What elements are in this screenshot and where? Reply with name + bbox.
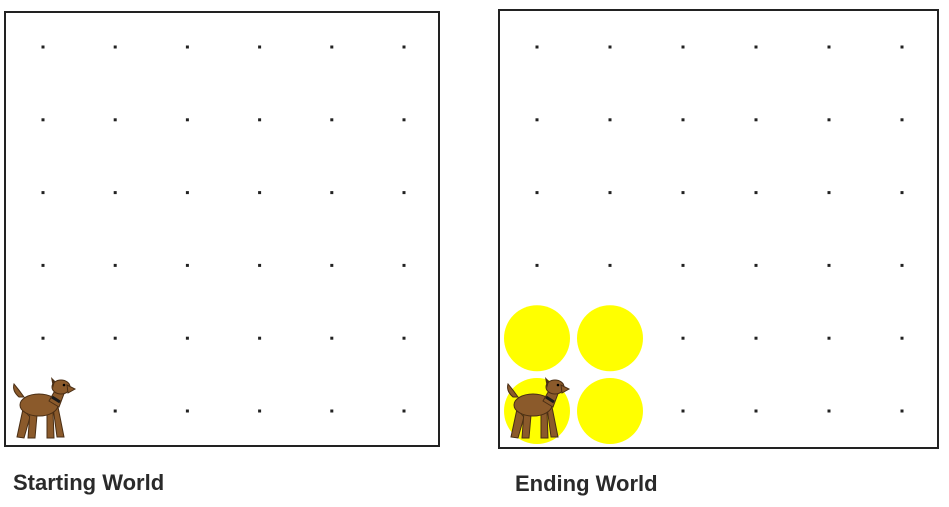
starting-world-canvas	[13, 45, 406, 439]
grid-dot	[402, 336, 406, 340]
grid-dot	[681, 118, 685, 122]
grid-dot	[681, 409, 685, 413]
grid-dot	[113, 336, 117, 340]
grid-dot	[258, 336, 262, 340]
grid-dot	[113, 191, 117, 195]
grid-dot	[402, 263, 406, 267]
grid-dot	[535, 263, 539, 267]
dog-icon	[13, 377, 77, 439]
ball-icon	[577, 378, 643, 444]
grid-dot	[402, 409, 406, 413]
grid-dot	[113, 263, 117, 267]
grid-dot	[41, 118, 45, 122]
grid-dot	[535, 45, 539, 49]
grid-dot	[330, 409, 334, 413]
grid-dot	[754, 336, 758, 340]
grid-dot	[681, 263, 685, 267]
grid-dot	[681, 336, 685, 340]
grid-dot	[681, 191, 685, 195]
grid-dot	[402, 191, 406, 195]
grid-dot	[900, 263, 904, 267]
starting-world-grid	[4, 11, 440, 447]
grid-dot	[330, 263, 334, 267]
grid-dot	[608, 191, 612, 195]
grid-dot	[330, 191, 334, 195]
grid-dot	[754, 118, 758, 122]
grid-dot	[827, 191, 831, 195]
grid-dot	[41, 45, 45, 49]
grid-dot	[754, 45, 758, 49]
grid-dot	[608, 263, 612, 267]
grid-dot	[41, 263, 45, 267]
ending-world-canvas	[504, 45, 904, 444]
grid-dot	[827, 409, 831, 413]
grid-dot	[827, 263, 831, 267]
grid-dot	[185, 336, 189, 340]
grid-dot	[608, 118, 612, 122]
grid-dot	[754, 191, 758, 195]
grid-dot	[258, 118, 262, 122]
grid-dot	[185, 263, 189, 267]
grid-dot	[900, 191, 904, 195]
grid-dot	[185, 409, 189, 413]
grid-dot	[41, 336, 45, 340]
grid-dot	[185, 45, 189, 49]
grid-dot	[827, 118, 831, 122]
grid-dot	[535, 118, 539, 122]
grid-dot	[113, 409, 117, 413]
grid-dot	[402, 118, 406, 122]
grid-dot	[113, 45, 117, 49]
grid-dot	[535, 191, 539, 195]
grid-dot	[681, 45, 685, 49]
grid-dot	[185, 191, 189, 195]
grid-dot	[41, 191, 45, 195]
ending-world-caption: Ending World	[515, 471, 658, 496]
grid-dot	[827, 45, 831, 49]
grid-dot	[330, 118, 334, 122]
grid-dot	[258, 263, 262, 267]
grid-dot	[827, 336, 831, 340]
grid-dot	[185, 118, 189, 122]
grid-dot	[258, 45, 262, 49]
grid-dot	[900, 118, 904, 122]
grid-dot	[608, 45, 612, 49]
grid-dot	[258, 191, 262, 195]
grid-dot	[330, 336, 334, 340]
grid-dot	[113, 118, 117, 122]
grid-dot	[258, 409, 262, 413]
grid-dot	[330, 45, 334, 49]
grid-dot	[900, 409, 904, 413]
starting-world-caption: Starting World	[13, 470, 165, 495]
ending-world-grid	[498, 9, 939, 449]
dog-icon	[507, 377, 571, 439]
grid-dot	[754, 409, 758, 413]
grid-dot	[900, 45, 904, 49]
ball-icon	[504, 305, 570, 372]
grid-dot	[900, 336, 904, 340]
grid-dot	[402, 45, 406, 49]
ball-icon	[577, 305, 643, 372]
grid-dot	[754, 263, 758, 267]
